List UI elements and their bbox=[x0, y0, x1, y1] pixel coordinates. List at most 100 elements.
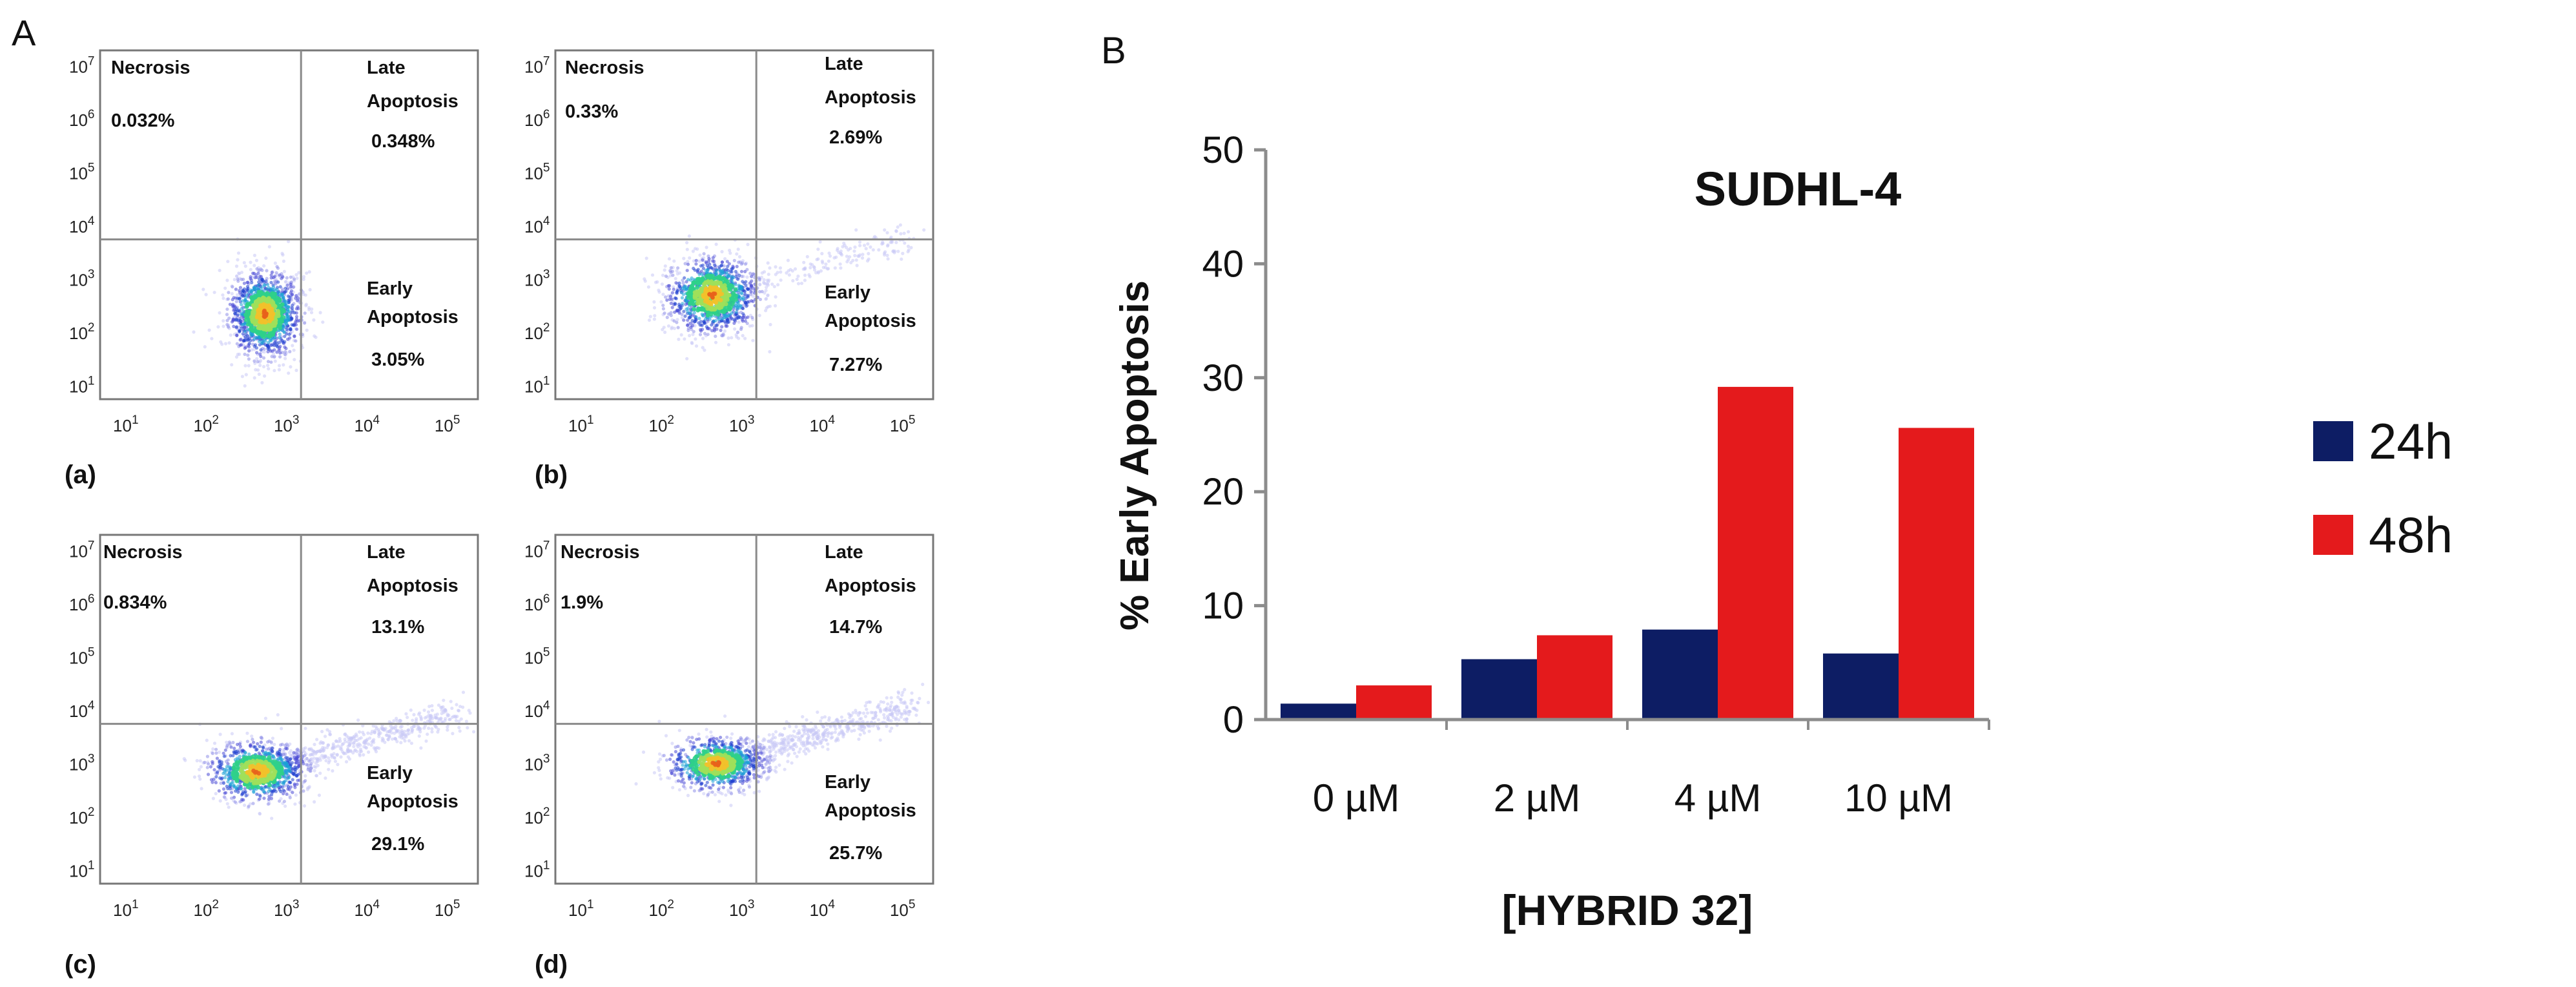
event-dot bbox=[430, 730, 434, 734]
event-dot bbox=[223, 342, 228, 346]
event-dot bbox=[278, 351, 282, 355]
event-dot bbox=[745, 275, 749, 279]
event-dot bbox=[768, 745, 772, 749]
event-dot bbox=[238, 286, 242, 289]
event-dot bbox=[428, 705, 431, 709]
event-dot bbox=[833, 731, 837, 734]
event-dot bbox=[834, 727, 838, 731]
y-tick-label: 103 bbox=[524, 268, 550, 290]
y-tick-label: 105 bbox=[524, 161, 550, 183]
event-dot bbox=[885, 253, 889, 257]
event-dot bbox=[926, 700, 931, 705]
event-dot bbox=[211, 747, 215, 751]
late-apoptosis-title-1: Late bbox=[367, 542, 406, 563]
event-dot bbox=[734, 310, 738, 314]
event-dot bbox=[748, 271, 752, 275]
event-dot bbox=[280, 251, 284, 255]
event-dot bbox=[320, 729, 324, 734]
event-dot bbox=[257, 292, 262, 297]
event-dot bbox=[242, 261, 246, 265]
event-dot bbox=[805, 732, 809, 736]
event-dot bbox=[839, 266, 843, 270]
event-dot bbox=[238, 291, 242, 295]
event-dot bbox=[260, 341, 263, 346]
event-dot bbox=[309, 762, 313, 765]
event-dot bbox=[730, 732, 734, 736]
event-dot bbox=[773, 769, 777, 773]
event-dot bbox=[834, 255, 838, 259]
event-dot bbox=[725, 315, 730, 318]
event-dot bbox=[730, 336, 734, 340]
event-dot bbox=[683, 314, 687, 318]
event-dot bbox=[799, 740, 803, 743]
event-dot bbox=[257, 268, 262, 272]
event-dot bbox=[757, 313, 761, 317]
event-dot bbox=[251, 754, 256, 759]
event-dot bbox=[751, 300, 755, 304]
event-dot bbox=[289, 327, 293, 331]
event-dot bbox=[878, 738, 882, 742]
event-dot bbox=[889, 719, 893, 723]
event-dot bbox=[728, 283, 733, 288]
event-dot bbox=[192, 775, 196, 779]
event-dot bbox=[205, 738, 209, 742]
event-dot bbox=[258, 812, 262, 816]
event-dot bbox=[313, 334, 316, 338]
event-dot bbox=[688, 256, 692, 260]
event-dot bbox=[908, 710, 912, 714]
event-dot bbox=[768, 266, 772, 270]
event-dot bbox=[821, 265, 825, 269]
event-dot bbox=[730, 317, 734, 320]
event-dot bbox=[894, 240, 898, 244]
event-dot bbox=[669, 266, 673, 270]
event-dot bbox=[676, 266, 680, 270]
event-dot bbox=[303, 311, 307, 315]
event-dot bbox=[215, 756, 219, 760]
event-dot bbox=[222, 319, 225, 323]
event-dot bbox=[254, 368, 258, 372]
event-dot bbox=[225, 278, 229, 282]
event-dot bbox=[245, 280, 249, 284]
event-dot bbox=[714, 335, 717, 338]
event-dot bbox=[782, 738, 786, 742]
event-dot bbox=[284, 280, 288, 284]
event-dot bbox=[273, 759, 278, 764]
event-dot bbox=[192, 330, 196, 334]
event-dot bbox=[763, 770, 767, 774]
y-tick-label: 102 bbox=[69, 805, 95, 827]
event-dot bbox=[294, 339, 298, 343]
event-dot bbox=[882, 708, 887, 712]
event-dot bbox=[697, 732, 701, 736]
event-dot bbox=[821, 725, 825, 729]
event-dot bbox=[269, 360, 273, 364]
event-dot bbox=[227, 317, 231, 320]
event-dot bbox=[796, 282, 801, 286]
event-dot bbox=[665, 315, 669, 319]
event-dot bbox=[442, 698, 446, 702]
event-dot bbox=[235, 765, 240, 770]
y-tick-label: 106 bbox=[69, 108, 95, 130]
event-dot bbox=[206, 773, 211, 776]
event-dot bbox=[274, 344, 279, 348]
event-dot bbox=[821, 745, 825, 749]
event-dot bbox=[278, 756, 282, 760]
event-dot bbox=[663, 311, 666, 315]
y-tick-label: 103 bbox=[69, 268, 95, 290]
event-dot bbox=[368, 736, 372, 740]
event-dot bbox=[290, 323, 294, 327]
event-dot bbox=[270, 343, 274, 347]
event-dot bbox=[277, 368, 281, 372]
event-dot bbox=[267, 245, 271, 249]
event-dot bbox=[222, 754, 226, 758]
y-tick-label: 106 bbox=[524, 108, 550, 130]
event-dot bbox=[286, 785, 290, 789]
early-apoptosis-value: 29.1% bbox=[371, 834, 424, 855]
event-dot bbox=[264, 279, 268, 283]
event-dot bbox=[922, 228, 926, 232]
event-dot bbox=[287, 775, 291, 779]
event-dot bbox=[774, 750, 778, 754]
event-dot bbox=[852, 729, 856, 732]
event-dot bbox=[766, 758, 770, 762]
